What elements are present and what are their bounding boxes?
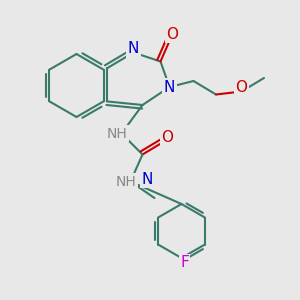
Text: O: O bbox=[167, 27, 178, 42]
Text: N: N bbox=[128, 41, 139, 56]
Text: O: O bbox=[161, 130, 173, 145]
Text: NH: NH bbox=[116, 175, 136, 188]
Text: NH: NH bbox=[106, 127, 128, 140]
Text: O: O bbox=[236, 80, 247, 95]
Text: N: N bbox=[164, 80, 175, 94]
Text: N: N bbox=[141, 172, 153, 187]
Text: F: F bbox=[180, 255, 189, 270]
